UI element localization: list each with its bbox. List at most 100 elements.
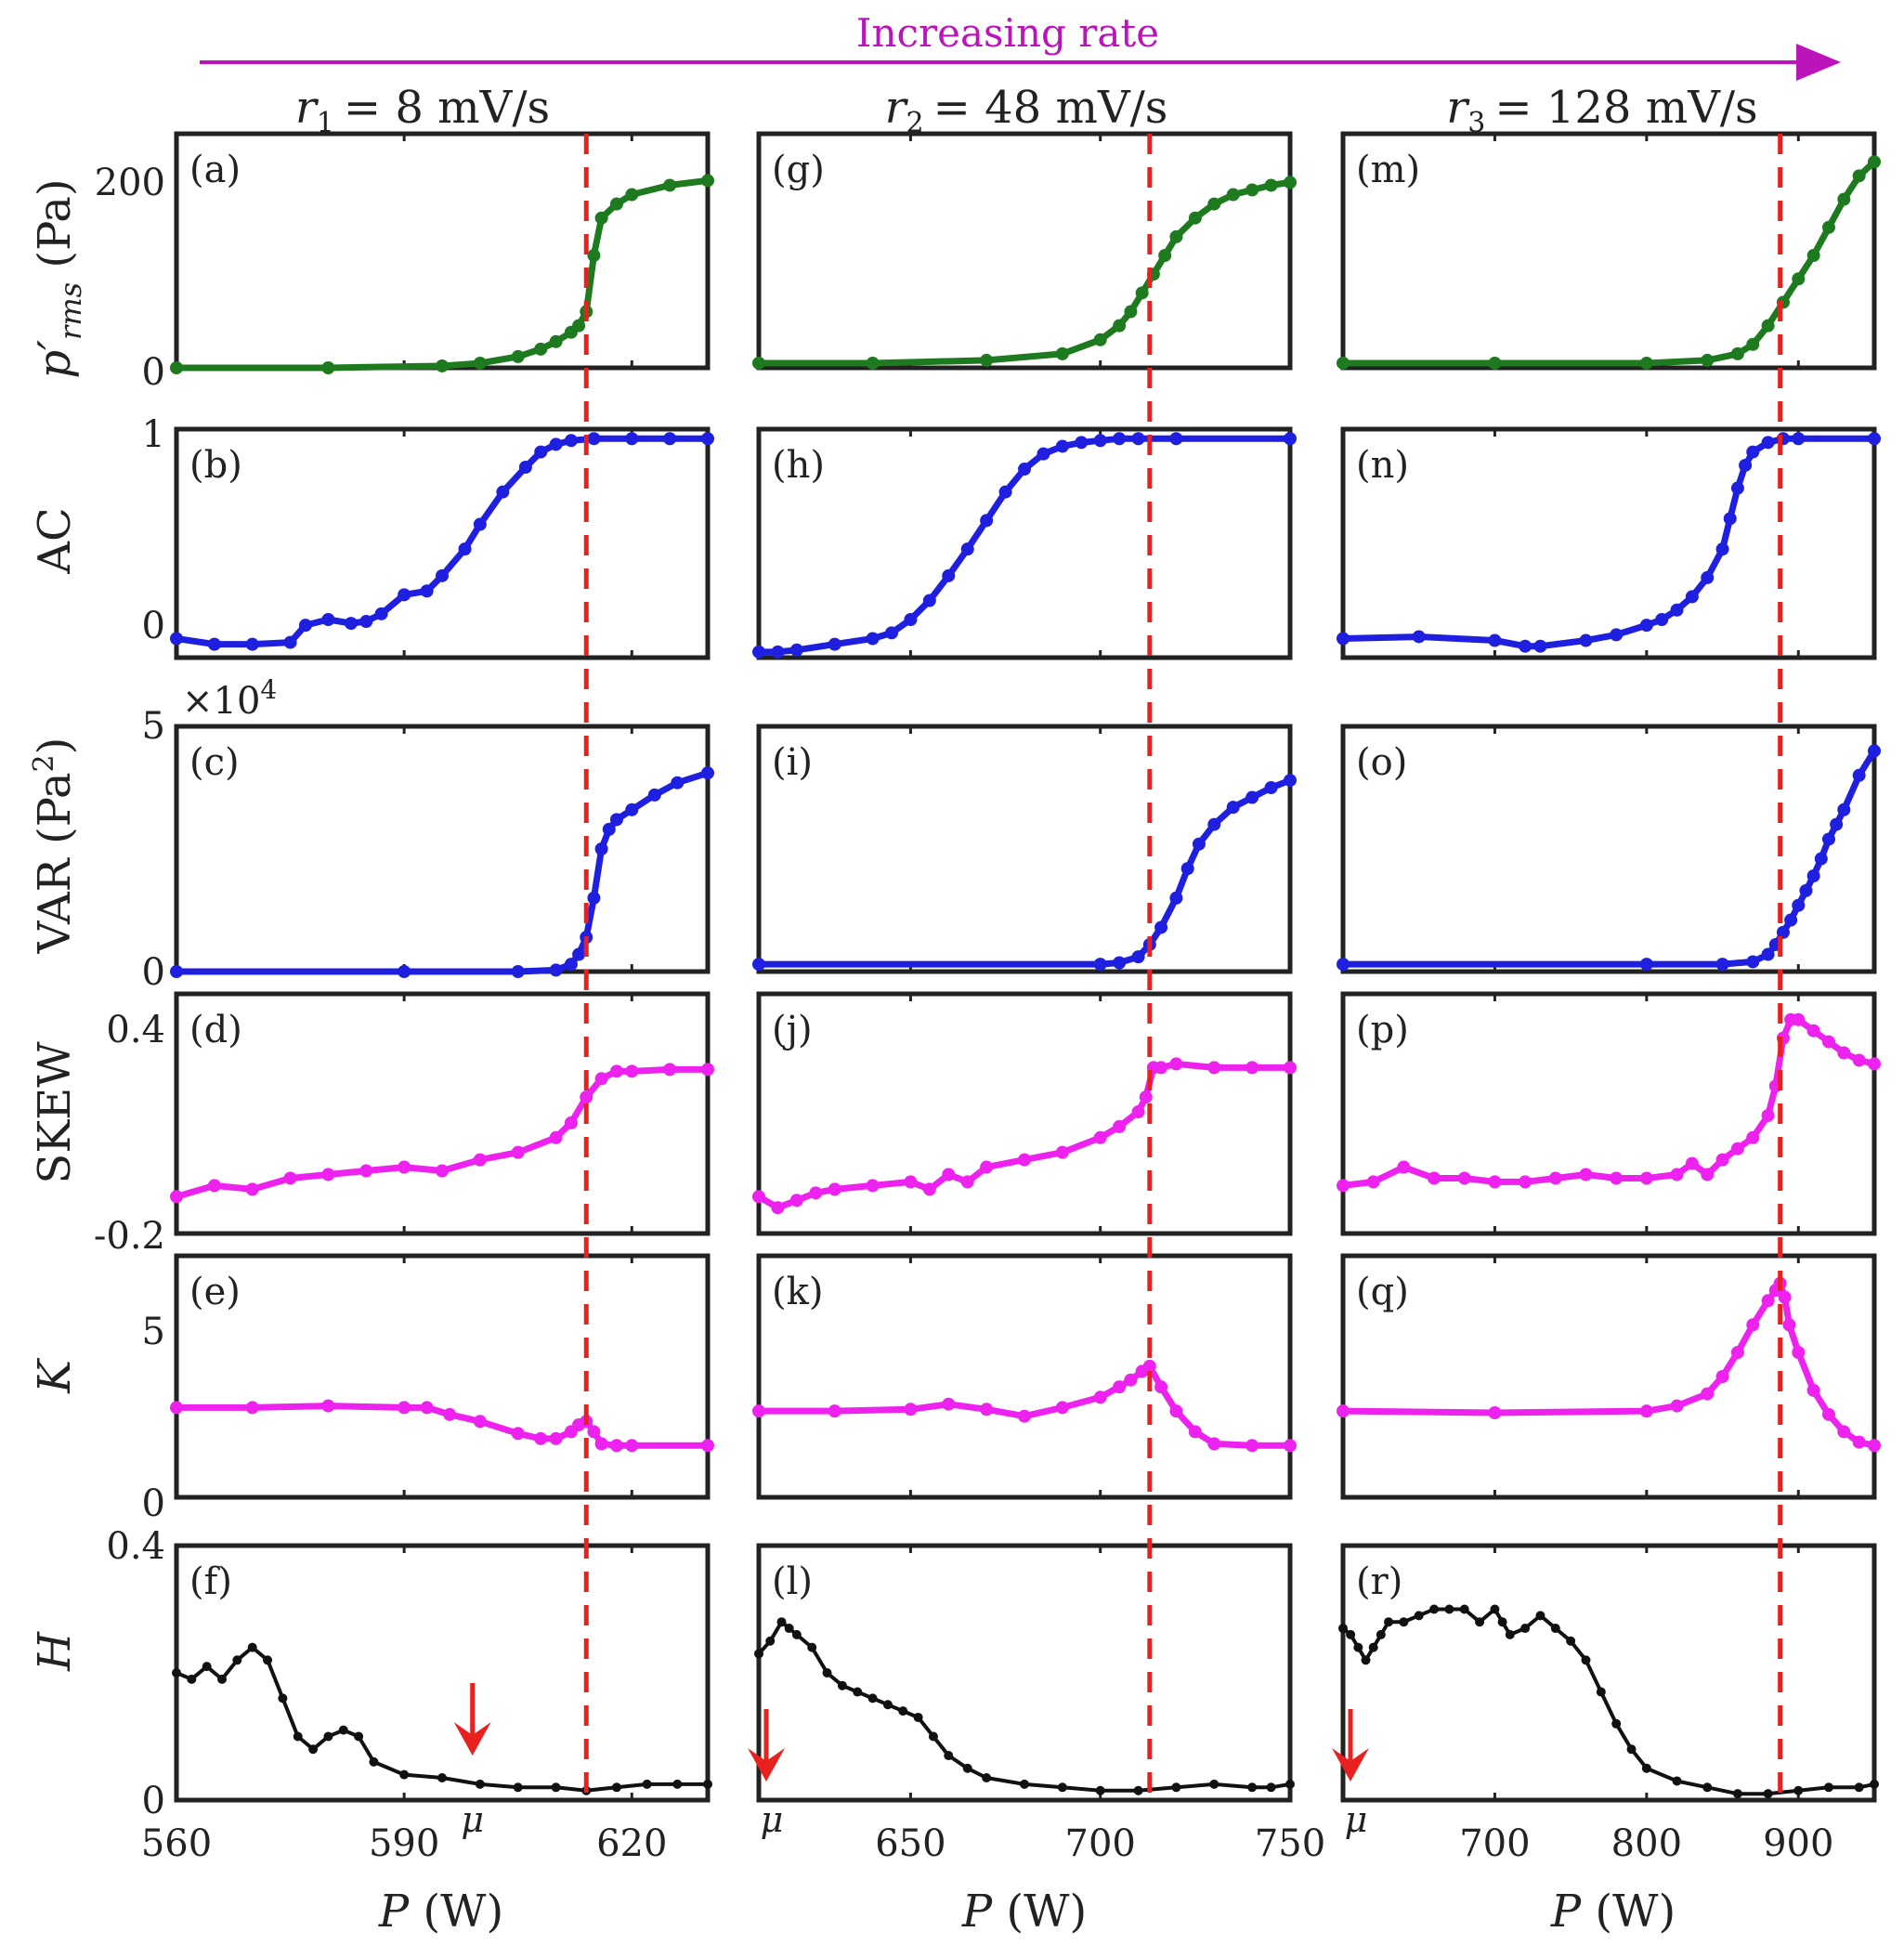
series-line-h [757, 1620, 1292, 1793]
data-point-skew [1488, 1175, 1502, 1189]
x-tick-col-2-1: 700 [1065, 1822, 1136, 1865]
data-point-skew [1457, 1171, 1471, 1185]
data-point-h [1505, 1629, 1515, 1639]
data-point-skew [1337, 1179, 1350, 1193]
data-point-ac [1337, 632, 1350, 646]
data-point-ac [885, 626, 898, 640]
data-point-k [245, 1401, 259, 1415]
data-point-skew [809, 1186, 823, 1200]
data-point-h [1459, 1604, 1469, 1614]
data-point-k [752, 1404, 765, 1418]
data-point-prms [1245, 183, 1259, 197]
data-point-ac [436, 568, 449, 582]
data-point-prms [511, 349, 525, 363]
data-point-prms [980, 353, 994, 367]
data-point-k [420, 1401, 434, 1415]
data-point-ac [828, 637, 841, 651]
data-point-var [752, 958, 765, 972]
data-point-skew [207, 1179, 221, 1193]
data-point-skew [1806, 1024, 1820, 1038]
data-point-skew [1055, 1145, 1069, 1159]
panel-frame [756, 131, 1293, 371]
data-point-h [263, 1655, 273, 1665]
data-point-k [1778, 1290, 1792, 1304]
data-point-ac [998, 485, 1012, 499]
data-point-skew [980, 1160, 994, 1174]
panel-frame [174, 1253, 711, 1500]
data-point-ac [942, 568, 956, 582]
data-point-ac [625, 432, 639, 446]
data-point-h [944, 1751, 954, 1761]
data-point-k [1113, 1380, 1127, 1394]
panel-frame [1340, 131, 1877, 371]
xlabel-col-3: P (W) [1550, 1886, 1676, 1938]
y-tick-ac-0: 1 [142, 413, 165, 456]
data-point-k [1821, 1407, 1835, 1421]
panel-frame [756, 1543, 1293, 1803]
data-point-ac [1701, 570, 1715, 584]
data-point-var [170, 965, 183, 978]
ylabel-k: K [29, 1357, 81, 1394]
data-point-skew [1685, 1156, 1699, 1170]
rate-label-col-3: r3 = 128 mV/s [1446, 82, 1757, 139]
data-point-h [1384, 1617, 1394, 1627]
data-point-skew [564, 1116, 578, 1129]
data-point-h [1870, 1779, 1879, 1789]
data-point-h [853, 1687, 863, 1697]
data-point-h [1133, 1785, 1143, 1795]
data-point-prms [1158, 249, 1172, 263]
data-point-h [172, 1668, 181, 1677]
panels: 200 0 (a) (g) (m) 1 0 (b) (h) (n) 5 0 (c) (i) (o) 0.4 -0… [94, 131, 1881, 1865]
data-point-ac [1018, 463, 1031, 476]
data-point-skew [942, 1168, 956, 1181]
series-line-k [1339, 1280, 1878, 1449]
data-point-var [1207, 817, 1221, 831]
data-point-var [1192, 837, 1206, 851]
panel-label: (j) [772, 1009, 813, 1051]
var-multiplier: ×104 [182, 674, 277, 723]
data-point-k [1124, 1373, 1138, 1387]
data-point-k [594, 1437, 608, 1451]
panel-label: (b) [189, 444, 242, 487]
panel-frame [174, 1543, 711, 1803]
data-point-skew [1639, 1171, 1653, 1185]
data-point-h [1535, 1611, 1545, 1621]
x-tick-col-1-2: 620 [596, 1822, 667, 1865]
data-point-ac [587, 432, 601, 446]
y-tick-h-1: 0 [142, 1780, 165, 1822]
mu-label-col-2: μ [761, 1799, 784, 1840]
panel-frame [1340, 724, 1877, 974]
series-line-skew [173, 1065, 711, 1200]
data-point-k [534, 1431, 548, 1445]
data-point-k [1639, 1404, 1653, 1418]
x-tick-col-3-1: 800 [1611, 1822, 1682, 1865]
data-point-prms [1837, 192, 1851, 206]
data-point-prms [1701, 353, 1715, 367]
banner-label: Increasing rate [856, 10, 1159, 56]
data-point-ac [904, 613, 918, 626]
data-point-h [1641, 1763, 1651, 1773]
panel-skew-col-2: (j) [752, 991, 1297, 1236]
rate-label-col-1: r1 = 8 mV/s [295, 82, 550, 139]
data-point-var [1093, 958, 1107, 972]
data-point-var [1837, 803, 1851, 816]
data-point-var [1284, 774, 1297, 788]
data-point-var [1821, 832, 1835, 846]
series-line-prms [755, 178, 1294, 367]
series-line-var [1339, 747, 1878, 968]
data-point-var [609, 813, 623, 827]
data-point-h [1626, 1744, 1637, 1755]
data-point-ac [1131, 432, 1145, 446]
y-tick-ac-1: 0 [142, 605, 165, 647]
x-tick-col-1-1: 590 [369, 1822, 439, 1865]
panel-label: (i) [772, 741, 813, 784]
data-point-h [822, 1668, 832, 1677]
data-point-ac [245, 637, 259, 651]
data-point-h [187, 1674, 197, 1684]
data-point-skew [1366, 1175, 1380, 1189]
panel-label: (a) [189, 149, 241, 191]
ylabel-ac: AC [29, 507, 81, 574]
data-point-var [1799, 883, 1813, 897]
data-point-prms [587, 249, 601, 263]
data-point-prms [625, 188, 639, 202]
